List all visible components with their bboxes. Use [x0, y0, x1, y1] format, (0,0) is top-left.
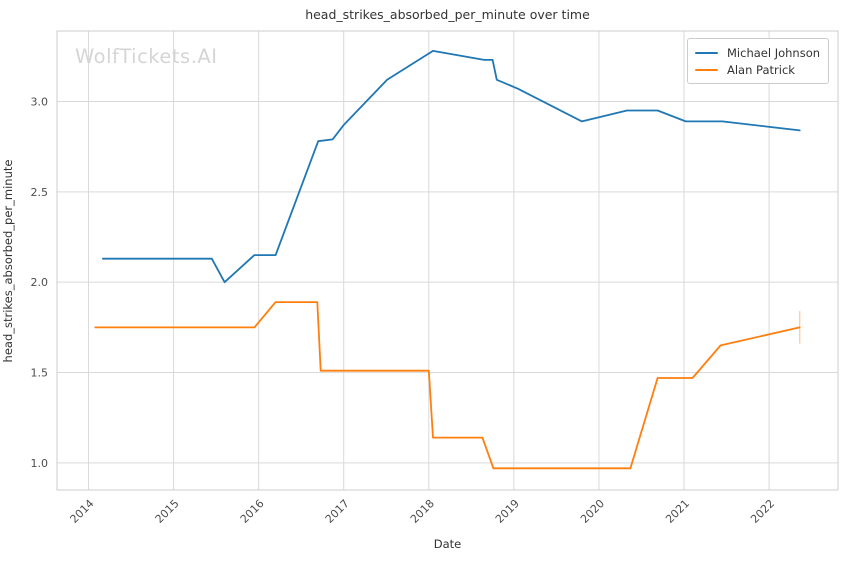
x-tick-label: 2020 [578, 497, 607, 526]
legend-item-michael-johnson: Michael Johnson [695, 44, 821, 61]
series-line-michael-johnson [102, 50, 801, 284]
legend-item-alan-patrick: Alan Patrick [695, 61, 821, 78]
legend-line-icon [695, 51, 718, 54]
y-tick-label: 1.0 [31, 457, 49, 470]
y-tick-label: 3.0 [31, 95, 49, 108]
x-tick-label: 2015 [153, 497, 182, 526]
x-tick-label: 2018 [408, 497, 437, 526]
chart-title: head_strikes_absorbed_per_minute over ti… [305, 7, 590, 22]
x-tick-label: 2014 [68, 497, 97, 526]
x-tick-label: 2017 [323, 497, 352, 526]
y-tick-label: 2.5 [31, 186, 49, 199]
x-tick-label: 2022 [748, 497, 777, 526]
legend-label: Michael Johnson [727, 45, 821, 60]
legend: Michael Johnson Alan Patrick [687, 38, 829, 84]
y-tick-label: 1.5 [31, 367, 49, 380]
series-line-alan-patrick [94, 301, 801, 470]
y-tick-label: 2.0 [31, 276, 49, 289]
watermark: WolfTickets.AI [75, 45, 218, 68]
x-tick-label: 2021 [663, 497, 692, 526]
y-axis-label: head_strikes_absorbed_per_minute [1, 159, 15, 363]
x-tick-label: 2019 [493, 497, 522, 526]
plot-border [56, 30, 839, 491]
legend-line-icon [695, 68, 718, 71]
x-axis-label: Date [433, 537, 462, 551]
x-tick-label: 2016 [238, 497, 267, 526]
legend-label: Alan Patrick [727, 62, 795, 77]
